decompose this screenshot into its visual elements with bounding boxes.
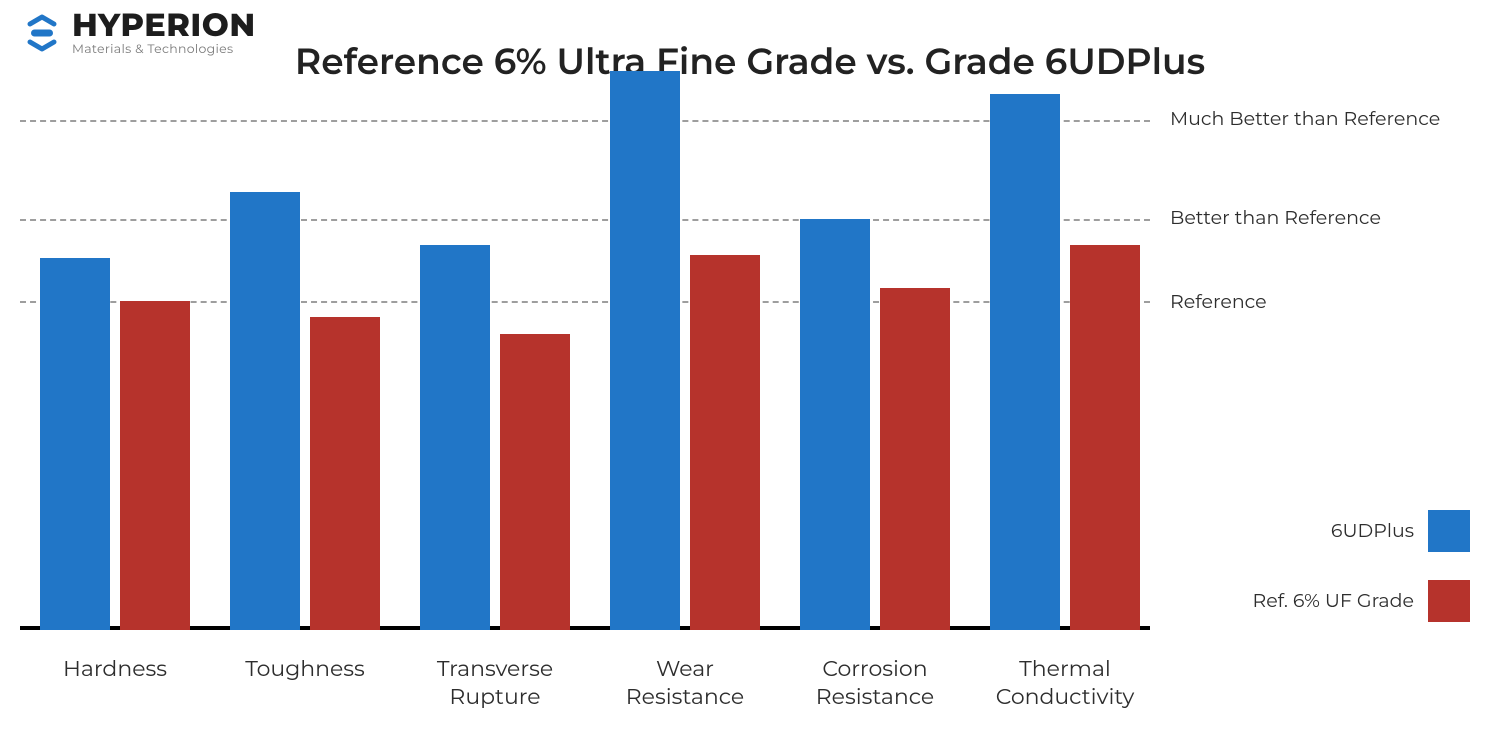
bar-ref6uf-transverse_rupture — [500, 334, 570, 630]
legend-entry-6udplus: 6UDPlus — [1170, 510, 1470, 552]
bar-6udplus-corrosion_resistance — [800, 219, 870, 630]
category-label-transverse_rupture: TransverseRupture — [400, 655, 590, 710]
category-label-thermal_conductivity: ThermalConductivity — [970, 655, 1160, 710]
bar-6udplus-hardness — [40, 258, 110, 630]
legend-swatch-ref6uf — [1428, 580, 1470, 622]
category-label-hardness: Hardness — [20, 655, 210, 683]
legend-swatch-6udplus — [1428, 510, 1470, 552]
bar-6udplus-toughness — [230, 192, 300, 630]
chart-title: Reference 6% Ultra Fine Grade vs. Grade … — [0, 40, 1500, 84]
bar-ref6uf-hardness — [120, 301, 190, 630]
bar-6udplus-thermal_conductivity — [990, 94, 1060, 630]
bar-ref6uf-thermal_conductivity — [1070, 245, 1140, 630]
bar-ref6uf-toughness — [310, 317, 380, 630]
category-label-toughness: Toughness — [210, 655, 400, 683]
bar-chart — [20, 120, 1150, 630]
chart-gridline-label: Much Better than Reference — [1170, 108, 1470, 131]
bar-ref6uf-corrosion_resistance — [880, 288, 950, 630]
chart-gridline — [20, 219, 1150, 221]
chart-gridline-label: Reference — [1170, 291, 1470, 314]
bar-ref6uf-wear_resistance — [690, 255, 760, 630]
chart-gridline — [20, 120, 1150, 122]
brand-name: HYPERION — [72, 10, 256, 42]
legend-entry-ref6uf: Ref. 6% UF Grade — [1170, 580, 1470, 622]
bar-6udplus-transverse_rupture — [420, 245, 490, 630]
legend-label-6udplus: 6UDPlus — [1170, 520, 1414, 543]
category-label-corrosion_resistance: CorrosionResistance — [780, 655, 970, 710]
legend-label-ref6uf: Ref. 6% UF Grade — [1170, 590, 1414, 613]
category-label-wear_resistance: WearResistance — [590, 655, 780, 710]
bar-6udplus-wear_resistance — [610, 71, 680, 630]
chart-gridline-label: Better than Reference — [1170, 207, 1470, 230]
